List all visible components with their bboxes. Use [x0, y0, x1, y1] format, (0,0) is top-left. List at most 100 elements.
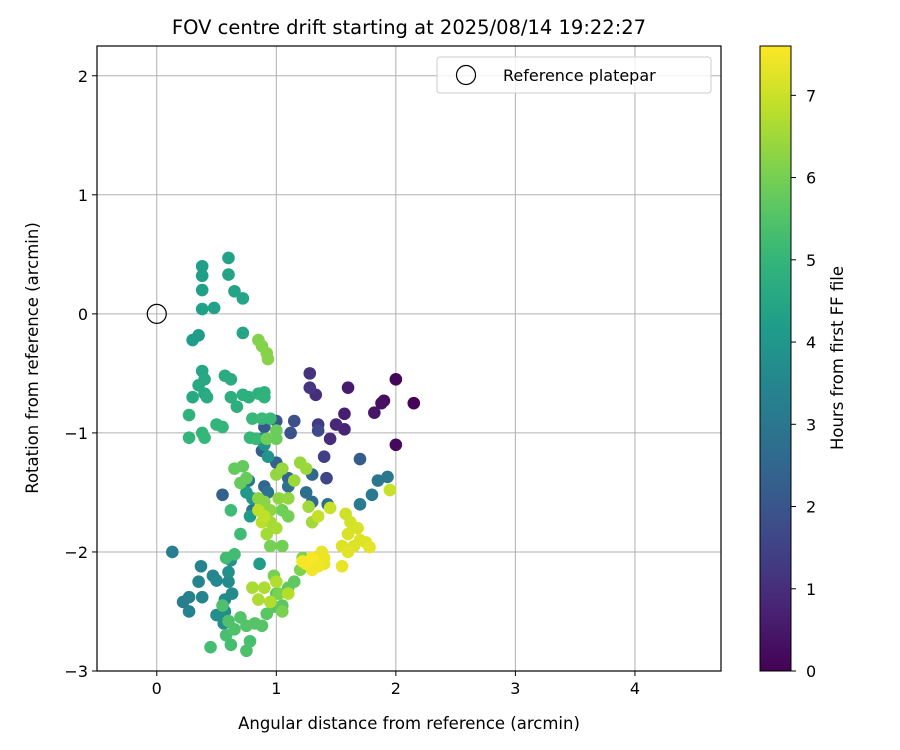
data-point [207, 301, 221, 315]
data-point [192, 378, 205, 392]
data-point [305, 551, 319, 565]
legend-box [436, 56, 712, 94]
data-point [281, 587, 295, 600]
colorbar-gradient [759, 45, 792, 672]
data-point [275, 539, 289, 553]
data-point [272, 587, 286, 600]
data-point [224, 390, 238, 404]
data-point [270, 432, 283, 446]
data-point [296, 555, 309, 568]
data-point [216, 599, 229, 612]
data-point [246, 412, 259, 425]
data-point [258, 390, 271, 404]
chart-title: FOV centre drift starting at 2025/08/14 … [172, 16, 646, 39]
x-tick-label: 3 [510, 679, 520, 698]
data-point [195, 283, 209, 297]
data-point [210, 574, 223, 587]
colorbar-tick-label: 2 [806, 498, 816, 517]
data-point [260, 527, 274, 541]
data-point [371, 474, 385, 487]
data-point [198, 431, 211, 444]
data-point [341, 527, 355, 541]
data-point [240, 644, 253, 658]
data-point [186, 390, 199, 404]
data-point [329, 418, 343, 431]
data-point [195, 302, 209, 316]
data-point [338, 407, 351, 421]
y-axis-label: Rotation from reference (arcmin) [23, 222, 42, 494]
data-point [236, 292, 250, 305]
data-point [224, 638, 238, 652]
data-point [323, 432, 337, 446]
data-point [264, 595, 277, 609]
data-point [272, 492, 286, 505]
axis-ticks: 0 1 2 3 4 −3 −2 −1 0 1 2 [64, 67, 640, 698]
data-point [195, 269, 209, 283]
data-point [261, 486, 275, 499]
data-point [258, 581, 271, 594]
data-point [389, 373, 403, 386]
x-axis-label: Angular distance from reference (arcmin) [238, 714, 580, 733]
data-point [320, 471, 333, 485]
data-point [236, 459, 250, 473]
y-tick-label: 0 [78, 305, 88, 324]
data-point [368, 406, 381, 419]
data-point [284, 426, 297, 440]
data-point [194, 559, 208, 573]
legend-entry-label: Reference platepar [503, 66, 656, 85]
colorbar-tick-label: 1 [806, 580, 816, 599]
x-tick-label: 0 [152, 679, 162, 698]
data-point [311, 424, 325, 437]
data-point [381, 470, 394, 484]
data-point [287, 575, 301, 589]
data-point [222, 268, 235, 281]
data-point [351, 521, 364, 535]
data-point [287, 474, 301, 487]
y-tick-label: 1 [78, 186, 88, 205]
data-point [222, 575, 235, 589]
colorbar-tick-label: 3 [806, 415, 816, 434]
data-point [261, 352, 275, 366]
legend-reference-marker [455, 64, 477, 86]
data-point [341, 381, 355, 394]
data-point [234, 476, 247, 490]
data-point [281, 492, 295, 505]
data-point [236, 326, 250, 340]
data-point [303, 367, 317, 380]
data-point [270, 575, 283, 589]
data-point [317, 450, 331, 464]
data-point [224, 503, 238, 517]
data-point [240, 486, 253, 499]
data-point [303, 381, 317, 394]
data-point [234, 527, 247, 541]
data-point [287, 414, 301, 428]
data-point [182, 590, 196, 604]
data-point [375, 396, 388, 410]
x-tick-label: 2 [391, 679, 401, 698]
plot-frame [96, 45, 722, 672]
data-point [341, 545, 355, 559]
data-point [224, 373, 238, 386]
colorbar-ticks: 0 1 2 3 4 5 6 7 [791, 86, 816, 681]
data-point [264, 539, 277, 553]
data-point [216, 420, 229, 434]
colorbar-tick-label: 6 [806, 169, 816, 188]
y-tick-label: 2 [78, 67, 88, 86]
data-point [311, 509, 325, 523]
data-point [258, 509, 271, 523]
x-tick-label: 4 [630, 679, 640, 698]
data-point [353, 452, 367, 466]
data-point [299, 486, 313, 499]
data-point [253, 557, 266, 571]
data-point [270, 521, 283, 535]
data-point [200, 390, 214, 404]
data-point [182, 605, 196, 618]
legend: Reference platepar [436, 56, 712, 94]
data-point [210, 608, 223, 622]
data-point [353, 498, 367, 511]
colorbar-tick-label: 5 [806, 251, 816, 270]
data-point [166, 545, 179, 559]
data-point [275, 462, 289, 475]
